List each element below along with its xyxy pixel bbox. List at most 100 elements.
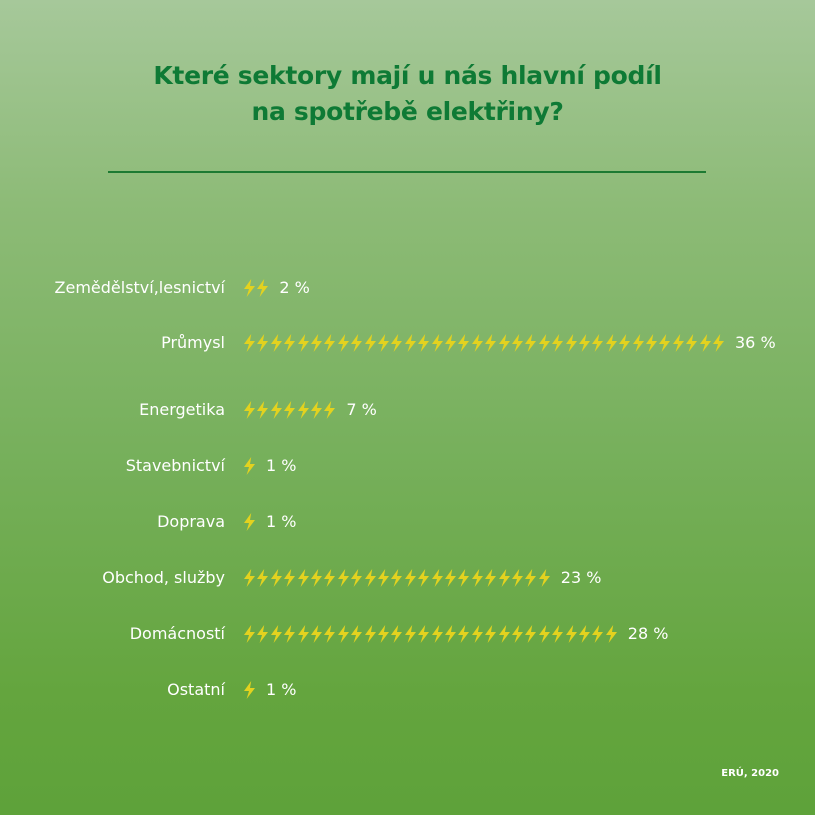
lightning-bolt-icon — [699, 334, 711, 352]
lightning-bolt-icon — [244, 681, 255, 699]
chart-title: Které sektory mají u nás hlavní podíl na… — [0, 58, 815, 130]
lightning-bolt-icon — [471, 334, 483, 352]
lightning-bolt-icon — [257, 625, 269, 643]
lightning-bolt-icon — [498, 569, 510, 587]
lightning-bolt-icon — [311, 401, 322, 419]
lightning-bolt-icon — [646, 334, 657, 352]
lightning-bolt-icon — [471, 569, 483, 587]
category-label: Stavebnictví — [125, 456, 225, 475]
bolt-bar — [243, 681, 256, 699]
lightning-bolt-icon — [244, 625, 255, 643]
category-label: Zemědělství,lesnictví — [54, 278, 225, 297]
bolt-bar — [243, 279, 269, 297]
lightning-bolt-icon — [337, 334, 349, 352]
lightning-bolt-icon — [404, 625, 416, 643]
lightning-bolt-icon — [431, 625, 443, 643]
lightning-bolt-icon — [512, 625, 523, 643]
value-label: 2 % — [279, 278, 310, 297]
lightning-bolt-icon — [672, 334, 684, 352]
chart-row: Zemědělství,lesnictví 2 % — [0, 273, 815, 303]
lightning-bolt-icon — [592, 625, 604, 643]
lightning-bolt-icon — [525, 569, 537, 587]
lightning-bolt-icon — [565, 625, 577, 643]
lightning-bolt-icon — [512, 569, 523, 587]
chart-title-line-2: na spotřebě elektřiny? — [251, 97, 564, 126]
lightning-bolt-icon — [297, 569, 309, 587]
bolt-bar — [243, 513, 256, 531]
lightning-bolt-icon — [297, 401, 309, 419]
lightning-bolt-icon — [244, 334, 255, 352]
lightning-bolt-icon — [337, 569, 349, 587]
chart-row: Průmysl 36 % — [0, 328, 815, 358]
lightning-bolt-icon — [324, 569, 336, 587]
bolt-bar — [243, 401, 336, 419]
lightning-bolt-icon — [445, 334, 456, 352]
lightning-bolt-icon — [512, 334, 523, 352]
lightning-bolt-icon — [579, 334, 590, 352]
category-label: Domácností — [129, 624, 225, 643]
lightning-bolt-icon — [605, 334, 617, 352]
lightning-bolt-icon — [311, 334, 322, 352]
lightning-bolt-icon — [404, 334, 416, 352]
bolt-bar — [243, 625, 618, 643]
lightning-bolt-icon — [471, 625, 483, 643]
chart-row: Energetika 7 % — [0, 395, 815, 425]
lightning-bolt-icon — [244, 401, 255, 419]
lightning-bolt-icon — [244, 513, 255, 531]
source-label: ERÚ, 2020 — [721, 768, 779, 779]
lightning-bolt-icon — [324, 401, 336, 419]
category-label: Obchod, služby — [102, 568, 225, 587]
lightning-bolt-icon — [485, 334, 497, 352]
lightning-bolt-icon — [257, 334, 269, 352]
lightning-bolt-icon — [311, 625, 322, 643]
lightning-bolt-icon — [378, 569, 389, 587]
lightning-bolt-icon — [364, 625, 376, 643]
lightning-bolt-icon — [713, 334, 724, 352]
lightning-bolt-icon — [525, 334, 537, 352]
lightning-bolt-icon — [404, 569, 416, 587]
category-label: Průmysl — [161, 333, 225, 352]
lightning-bolt-icon — [270, 569, 282, 587]
lightning-bolt-icon — [324, 625, 336, 643]
chart-row: Doprava 1 % — [0, 507, 815, 537]
value-label: 36 % — [735, 333, 776, 352]
value-label: 1 % — [266, 456, 297, 475]
title-divider — [108, 171, 706, 173]
lightning-bolt-icon — [311, 569, 322, 587]
lightning-bolt-icon — [485, 569, 497, 587]
lightning-bolt-icon — [579, 625, 590, 643]
lightning-bolt-icon — [351, 334, 363, 352]
lightning-bolt-icon — [445, 569, 456, 587]
value-label: 7 % — [346, 400, 377, 419]
lightning-bolt-icon — [592, 334, 604, 352]
category-label: Ostatní — [167, 680, 225, 699]
lightning-bolt-icon — [498, 334, 510, 352]
lightning-bolt-icon — [552, 625, 564, 643]
bolt-bar — [243, 569, 551, 587]
lightning-bolt-icon — [525, 625, 537, 643]
lightning-bolt-icon — [297, 334, 309, 352]
lightning-bolt-icon — [619, 334, 631, 352]
lightning-bolt-icon — [337, 625, 349, 643]
lightning-bolt-icon — [458, 569, 470, 587]
bolt-bar — [243, 457, 256, 475]
lightning-bolt-icon — [244, 569, 255, 587]
lightning-bolt-icon — [270, 334, 282, 352]
lightning-bolt-icon — [351, 625, 363, 643]
chart-row: Domácností 28 % — [0, 619, 815, 649]
lightning-bolt-icon — [418, 569, 430, 587]
lightning-bolt-icon — [391, 569, 403, 587]
lightning-bolt-icon — [364, 569, 376, 587]
lightning-bolt-icon — [418, 625, 430, 643]
lightning-bolt-icon — [284, 334, 296, 352]
lightning-bolt-icon — [565, 334, 577, 352]
lightning-bolt-icon — [458, 334, 470, 352]
lightning-bolt-icon — [458, 625, 470, 643]
category-label: Energetika — [139, 400, 225, 419]
category-label: Doprava — [157, 512, 225, 531]
lightning-bolt-icon — [632, 334, 644, 352]
lightning-bolt-icon — [538, 569, 550, 587]
lightning-bolt-icon — [538, 625, 550, 643]
lightning-bolt-icon — [378, 625, 389, 643]
lightning-bolt-icon — [378, 334, 389, 352]
